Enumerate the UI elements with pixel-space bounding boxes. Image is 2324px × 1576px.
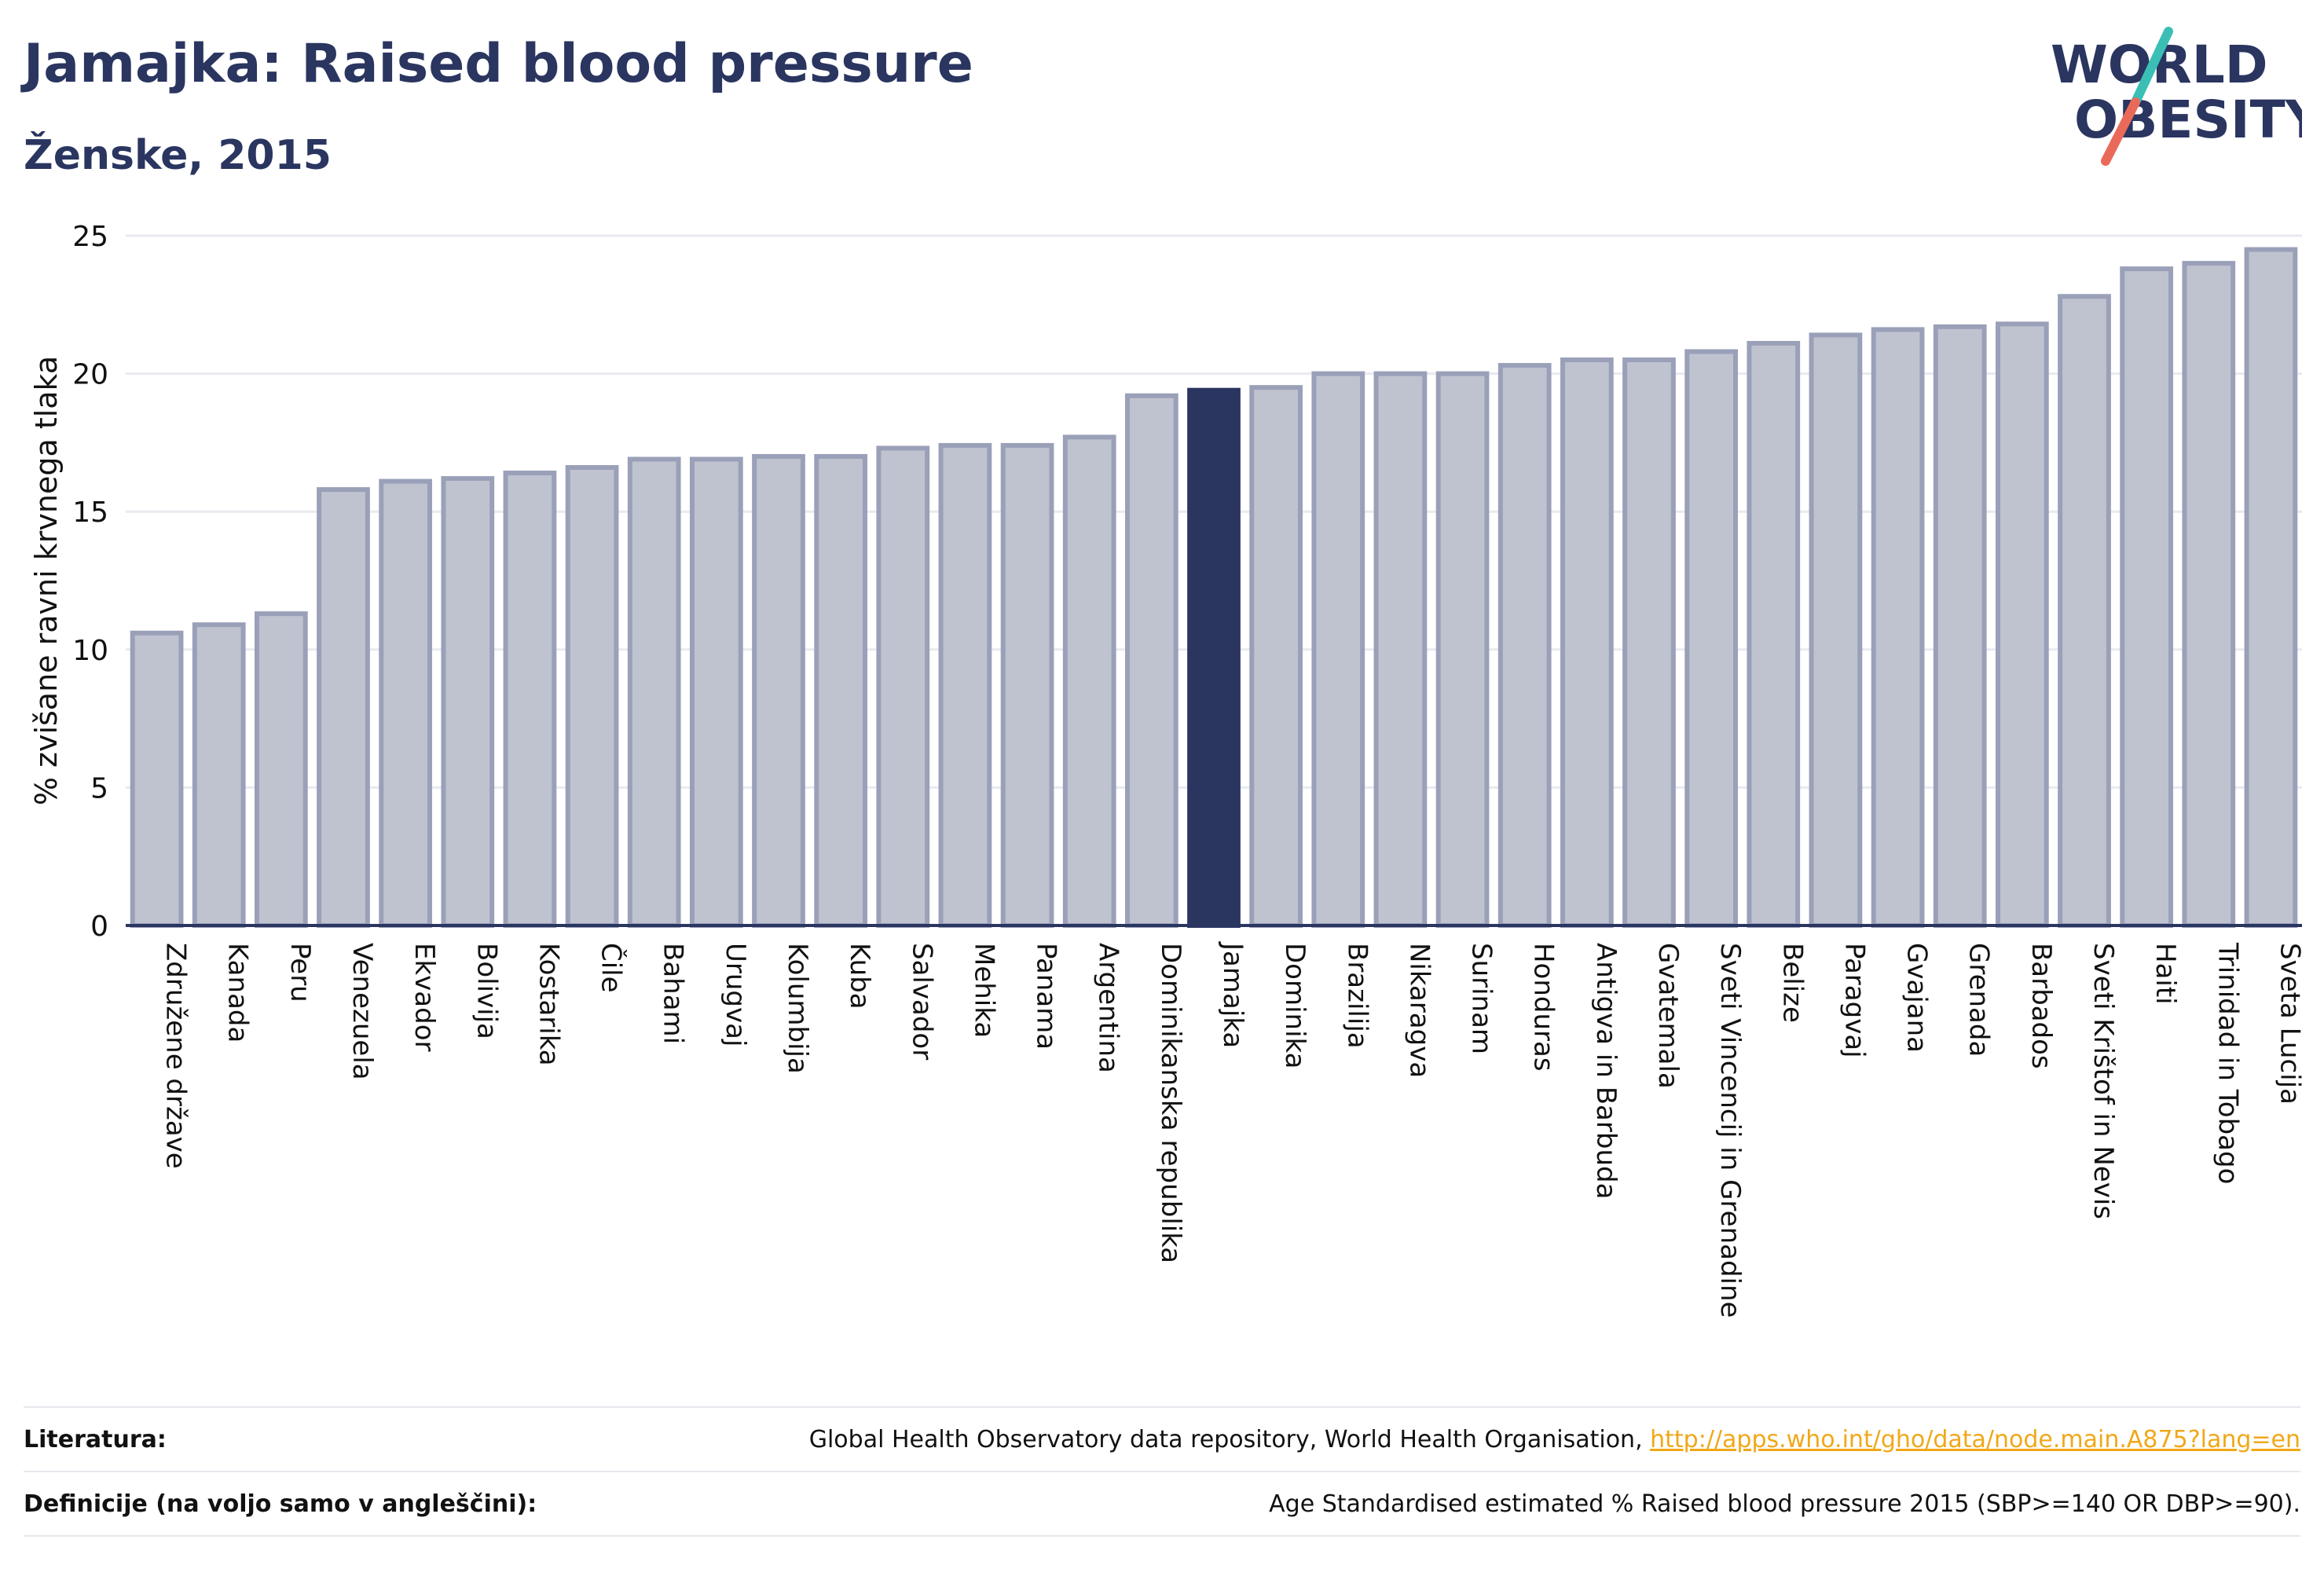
- bar: [2182, 261, 2236, 928]
- x-tick-label: Kuba: [844, 943, 875, 1010]
- bar: [1311, 371, 1365, 929]
- chart-subtitle: Ženske, 2015: [24, 132, 332, 179]
- x-tick-label: Dominika: [1279, 943, 1310, 1068]
- bar: [1622, 357, 1676, 929]
- definitions-row: Definicije (na voljo samo v angleščini):…: [24, 1471, 2300, 1535]
- x-tick-label: Bolivija: [471, 943, 502, 1039]
- x-tick-label: Grenada: [1963, 943, 1995, 1057]
- bar: [1933, 324, 1987, 928]
- x-tick-label: Kolumbija: [782, 943, 813, 1074]
- y-tick-label: 20: [72, 359, 108, 391]
- x-tick-label: Dominikanska republika: [1155, 943, 1186, 1263]
- bar: [689, 456, 743, 928]
- bar: [317, 487, 370, 928]
- x-tick-label: Haiti: [2150, 943, 2181, 1005]
- bar: [814, 453, 868, 928]
- x-tick-label: Belize: [1776, 943, 1808, 1023]
- y-tick-label: 10: [72, 635, 108, 667]
- x-tick-label: Venezuela: [346, 943, 378, 1080]
- x-tick-label: Čile: [596, 943, 628, 993]
- bar: [1124, 393, 1178, 929]
- y-tick-labels: 0 5 10 15 20 25: [72, 221, 108, 943]
- x-tick-label: Salvador: [906, 943, 937, 1060]
- x-tick-label: Kanada: [222, 943, 254, 1043]
- x-tick-label: Peru: [284, 943, 316, 1002]
- references-value: Global Health Observatory data repositor…: [809, 1426, 2300, 1453]
- references-link[interactable]: http://apps.who.int/gho/data/node.main.A…: [1650, 1425, 2300, 1453]
- x-tick-label: Argentina: [1093, 943, 1124, 1073]
- references-row: Literatura: Global Health Observatory da…: [24, 1406, 2300, 1471]
- x-tick-label: Jamajka: [1217, 941, 1248, 1048]
- bar-chart: 0 5 10 15 20 25 Združene države Kanada Peru Vene…: [29, 221, 2306, 1318]
- x-tick-label: Paragvaj: [1838, 943, 1870, 1058]
- x-tick-label: Mehika: [968, 943, 999, 1038]
- y-tick-label: 15: [72, 497, 108, 529]
- logo-slash-bottom: [2101, 97, 2140, 166]
- x-tick-label: Antigva in Barbuda: [1590, 943, 1622, 1199]
- bar: [1373, 371, 1428, 929]
- x-tick-labels: Združene države Kanada Peru Venezuela Ekvado…: [160, 941, 2306, 1318]
- y-axis-label: % zvišane ravni krvnega tlaka: [29, 356, 64, 805]
- definitions-value: Age Standardised estimated % Raised bloo…: [1269, 1490, 2300, 1518]
- bar: [254, 611, 308, 928]
- bar: [379, 478, 433, 928]
- bar: [192, 622, 246, 929]
- logo-slash-top: [2131, 27, 2173, 107]
- x-tick-label: Surinam: [1466, 943, 1497, 1054]
- x-tick-label: Sveti Vincencij in Grenadine: [1714, 943, 1746, 1318]
- x-tick-label: Gvatemala: [1652, 943, 1684, 1089]
- x-tick-label: Združene države: [160, 943, 192, 1169]
- x-tick-label: Bahami: [658, 943, 689, 1044]
- bar: [2120, 266, 2174, 929]
- bar: [1000, 442, 1054, 928]
- bar: [1497, 363, 1552, 928]
- bar: [1747, 340, 1801, 928]
- references-label: Literatura:: [24, 1425, 167, 1453]
- y-tick-label: 5: [90, 772, 108, 804]
- bar: [1435, 371, 1490, 929]
- bar: [565, 465, 619, 928]
- references-text: Global Health Observatory data repositor…: [808, 1425, 1651, 1453]
- bar: [130, 630, 184, 929]
- bar: [1249, 385, 1303, 929]
- x-tick-label: Panama: [1031, 943, 1062, 1050]
- bar: [1871, 327, 1925, 928]
- x-tick-label: Sveta Lucija: [2274, 943, 2305, 1105]
- x-tick-label: Nikaragva: [1403, 943, 1435, 1078]
- bar: [1995, 321, 2049, 929]
- x-tick-label: Trinidad in Tobago: [2212, 942, 2243, 1184]
- bar: [503, 471, 557, 928]
- x-tick-label: Ekvador: [409, 943, 440, 1052]
- x-tick-label: Brazilija: [1341, 943, 1373, 1049]
- bar: [441, 476, 495, 928]
- x-tick-label: Sveti Krištof in Nevis: [2088, 943, 2119, 1219]
- y-tick-label: 0: [90, 911, 108, 943]
- y-tick-label: 25: [72, 221, 108, 253]
- bars: [130, 247, 2298, 929]
- bar: [938, 442, 992, 928]
- x-tick-label: Honduras: [1528, 943, 1560, 1072]
- footer: Literatura: Global Health Observatory da…: [24, 1406, 2300, 1540]
- x-tick-label: Urugvaj: [720, 943, 751, 1046]
- bar: [627, 456, 681, 928]
- bar: [2244, 247, 2298, 928]
- footer-bottom-divider: [24, 1535, 2300, 1537]
- bar: [752, 453, 805, 928]
- definitions-label: Definicije (na voljo samo v angleščini):: [24, 1490, 537, 1518]
- bar: [1560, 357, 1614, 929]
- bar: [2058, 294, 2111, 929]
- bar: [1684, 349, 1739, 928]
- x-tick-label: Barbados: [2025, 943, 2057, 1069]
- world-obesity-logo: WORLD OBESITY: [2051, 27, 2302, 166]
- bar-highlight: [1187, 387, 1241, 928]
- bar: [1809, 332, 1863, 928]
- x-tick-label: Gvajana: [1901, 943, 1933, 1053]
- bar: [876, 445, 930, 928]
- bar: [1062, 434, 1116, 928]
- chart-title: Jamajka: Raised blood pressure: [24, 33, 973, 95]
- x-tick-label: Kostarika: [533, 943, 564, 1066]
